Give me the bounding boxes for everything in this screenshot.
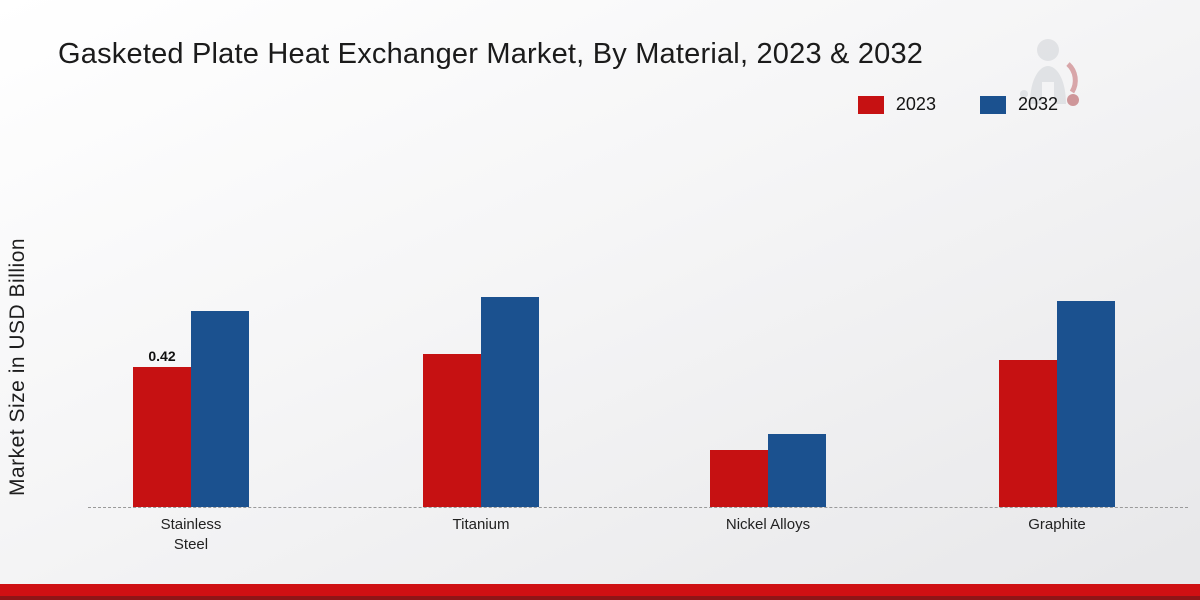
- category-label-graphite: Graphite: [1028, 516, 1086, 533]
- bar-2032-titanium: [481, 297, 539, 507]
- bar-2023-graphite: [999, 360, 1057, 507]
- bar-group-stainless-steel: 0.42 Stainless Steel: [133, 311, 249, 553]
- bar-2023-titanium: [423, 354, 481, 507]
- bar-2032-nickel-alloys: [768, 434, 826, 507]
- legend-label-2032: 2032: [1017, 94, 1058, 114]
- company-logo-watermark: [1010, 34, 1082, 121]
- legend-swatch-2032: [979, 95, 1006, 114]
- category-label-titanium: Titanium: [452, 516, 510, 533]
- legend-swatch-2023: [857, 95, 884, 114]
- bar-2023-stainless-steel: 0.42: [133, 348, 191, 507]
- bar-2032-stainless-steel: [191, 311, 249, 507]
- legend: 2023 2032: [857, 94, 1058, 115]
- footer-accent-bar-dark: [0, 596, 1200, 600]
- bar-group-graphite: Graphite: [999, 301, 1115, 533]
- category-label-stainless-steel: Stainless Steel: [160, 516, 222, 553]
- chart-title: Gasketed Plate Heat Exchanger Market, By…: [58, 38, 924, 70]
- bar-group-nickel-alloys: Nickel Alloys: [710, 434, 826, 533]
- bar-2023-nickel-alloys: [710, 450, 768, 507]
- legend-item-2023: 2023: [857, 94, 936, 115]
- category-label-nickel-alloys: Nickel Alloys: [725, 516, 811, 533]
- bar-group-titanium: Titanium: [423, 297, 539, 533]
- footer-accent-bar: [0, 584, 1200, 596]
- x-axis-baseline: [88, 507, 1188, 508]
- legend-label-2023: 2023: [895, 94, 936, 114]
- bar-2032-graphite: [1057, 301, 1115, 507]
- bar-value-label-2023-stainless-steel: 0.42: [148, 348, 176, 364]
- legend-item-2032: 2032: [979, 94, 1058, 115]
